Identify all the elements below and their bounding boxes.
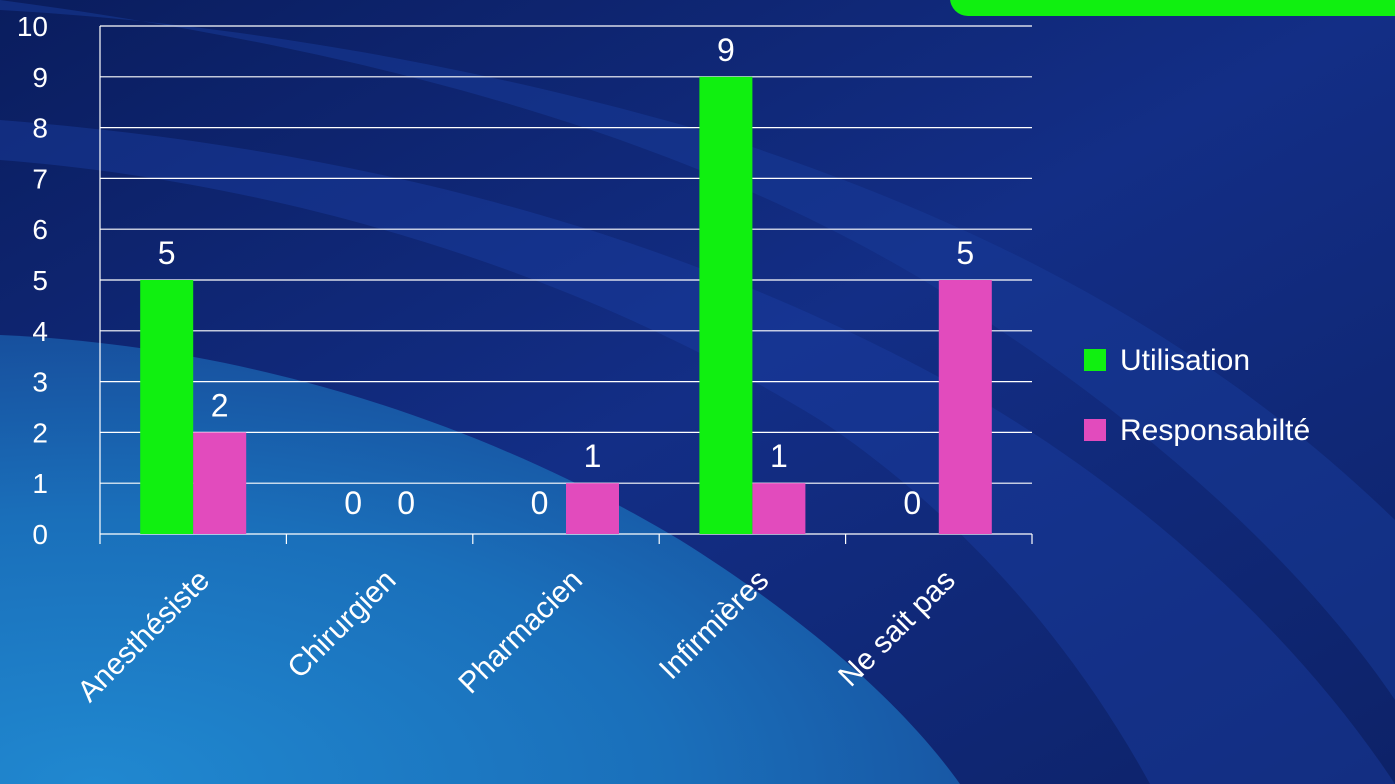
legend-label: Utilisation (1120, 344, 1250, 377)
data-label: 2 (211, 387, 229, 423)
bar (752, 483, 806, 534)
data-label: 9 (717, 32, 735, 68)
data-label: 0 (903, 485, 921, 521)
bar (140, 280, 194, 534)
y-tick-label: 9 (32, 62, 48, 93)
y-tick-label: 0 (32, 519, 48, 550)
y-tick-label: 1 (32, 468, 48, 499)
legend-label: Responsabilté (1120, 414, 1310, 447)
y-tick-label: 3 (32, 367, 48, 398)
data-label: 1 (584, 438, 602, 474)
bar (938, 280, 992, 534)
y-tick-label: 5 (32, 265, 48, 296)
bar (699, 76, 753, 535)
data-label: 5 (158, 235, 176, 271)
legend-box-top (950, 0, 1395, 16)
legend-swatch (1084, 419, 1106, 441)
y-tick-label: 10 (17, 11, 48, 42)
y-tick-label: 6 (32, 214, 48, 245)
bars (140, 76, 992, 535)
header-bar (950, 0, 1395, 16)
data-label: 5 (956, 235, 974, 271)
data-label: 0 (344, 485, 362, 521)
legend-swatch (1084, 349, 1106, 371)
data-label: 0 (531, 485, 549, 521)
legend: Utilisation Responsabilté (1084, 344, 1310, 447)
grid (100, 25, 1032, 484)
y-tick-label: 2 (32, 417, 48, 448)
y-tick-label: 7 (32, 163, 48, 194)
bar (566, 483, 619, 534)
y-tick-label: 8 (32, 113, 48, 144)
data-label: 1 (770, 438, 788, 474)
background-swoosh-2 (0, 120, 1395, 784)
y-tick-label: 4 (32, 316, 48, 347)
data-label: 0 (397, 485, 415, 521)
bar (193, 432, 247, 534)
